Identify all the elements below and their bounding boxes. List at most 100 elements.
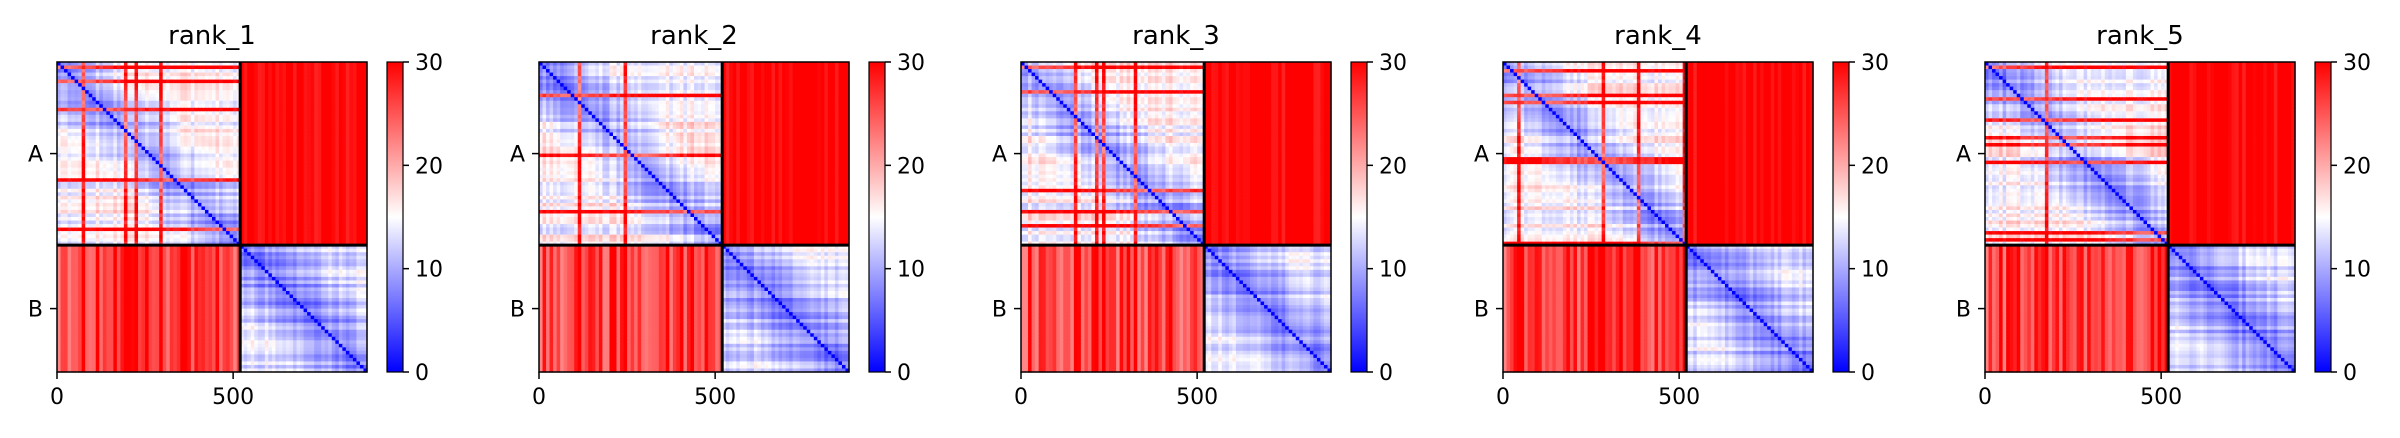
heatmap-cell — [187, 111, 191, 115]
heatmap-cell — [96, 108, 100, 112]
heatmap-cell — [120, 136, 124, 140]
heatmap-cell — [191, 122, 195, 126]
heatmap-cell — [275, 189, 279, 193]
heatmap-cell — [110, 80, 114, 84]
heatmap-cell — [346, 154, 350, 158]
heatmap-cell — [216, 90, 220, 94]
heatmap-cell — [205, 104, 209, 108]
heatmap-cell — [208, 104, 212, 108]
heatmap-cell — [205, 122, 209, 126]
heatmap-cell — [198, 143, 202, 147]
heatmap-cell — [219, 203, 223, 207]
heatmap-cell — [127, 147, 131, 151]
heatmap-cell — [342, 125, 346, 129]
heatmap-cell — [349, 147, 353, 151]
heatmap-cell — [156, 199, 160, 203]
heatmap-cell — [272, 69, 276, 73]
heatmap-cell — [314, 80, 318, 84]
heatmap-cell — [152, 108, 156, 112]
heatmap-cell — [247, 90, 251, 94]
heatmap-cell — [170, 125, 174, 129]
heatmap-cell — [226, 164, 230, 168]
heatmap-cell — [173, 199, 177, 203]
heatmap-cell — [297, 199, 301, 203]
heatmap-cell — [113, 175, 117, 179]
heatmap-cell — [156, 178, 160, 182]
heatmap-cell — [138, 118, 142, 122]
heatmap-cell — [286, 108, 290, 112]
heatmap-cell — [82, 196, 86, 200]
heatmap-cell — [282, 108, 286, 112]
heatmap-cell — [201, 168, 205, 172]
heatmap-cell — [89, 143, 93, 147]
heatmap-cell — [68, 157, 72, 161]
heatmap-cell — [233, 185, 237, 189]
heatmap-cell — [180, 66, 184, 70]
heatmap-cell — [272, 83, 276, 87]
heatmap-cell — [127, 66, 131, 70]
heatmap-cell — [89, 76, 93, 80]
heatmap-cell — [163, 143, 167, 147]
heatmap-cell — [265, 69, 269, 73]
heatmap-cell — [275, 196, 279, 200]
heatmap-cell — [233, 108, 237, 112]
heatmap-cell — [244, 206, 248, 210]
heatmap-cell — [89, 129, 93, 133]
heatmap-cell — [198, 210, 202, 214]
heatmap-cell — [113, 129, 117, 133]
heatmap-cell — [89, 206, 93, 210]
heatmap-cell — [261, 90, 265, 94]
heatmap-cell — [106, 69, 110, 73]
heatmap-cell — [191, 101, 195, 105]
heatmap-cell — [82, 108, 86, 112]
heatmap-cell — [96, 73, 100, 77]
heatmap-cell — [342, 171, 346, 175]
heatmap-cell — [307, 129, 311, 133]
heatmap-cell — [177, 73, 181, 77]
heatmap-cell — [135, 161, 139, 165]
heatmap-cell — [127, 83, 131, 87]
heatmap-cell — [216, 118, 220, 122]
heatmap-cell — [173, 164, 177, 168]
heatmap-cell — [272, 161, 276, 165]
heatmap-cell — [117, 129, 121, 133]
heatmap-cell — [92, 129, 96, 133]
heatmap-cell — [346, 108, 350, 112]
heatmap-cell — [226, 185, 230, 189]
heatmap-cell — [251, 76, 255, 80]
heatmap-cell — [335, 94, 339, 98]
heatmap-cell — [198, 66, 202, 70]
heatmap-cell — [300, 76, 304, 80]
heatmap-cell — [247, 196, 251, 200]
heatmap-cell — [279, 199, 283, 203]
heatmap-cell — [353, 143, 357, 147]
heatmap-cell — [92, 143, 96, 147]
heatmap-cell — [191, 175, 195, 179]
heatmap-cell — [208, 108, 212, 112]
heatmap-cell — [265, 83, 269, 87]
heatmap-cell — [194, 73, 198, 77]
heatmap-cell — [142, 189, 146, 193]
heatmap-cell — [265, 101, 269, 105]
heatmap-cell — [191, 108, 195, 112]
heatmap-cell — [156, 76, 160, 80]
heatmap-cell — [117, 80, 121, 84]
heatmap-cell — [85, 80, 89, 84]
heatmap-cell — [201, 122, 205, 126]
heatmap-cell — [356, 115, 360, 119]
heatmap-cell — [279, 182, 283, 186]
heatmap-cell — [78, 76, 82, 80]
heatmap-cell — [318, 189, 322, 193]
heatmap-cell — [159, 136, 163, 140]
heatmap-cell — [198, 118, 202, 122]
heatmap-cell — [325, 189, 329, 193]
heatmap-cell — [68, 189, 72, 193]
heatmap-cell — [268, 125, 272, 129]
heatmap-cell — [318, 125, 322, 129]
heatmap-cell — [244, 175, 248, 179]
heatmap-cell — [201, 143, 205, 147]
heatmap-cell — [92, 199, 96, 203]
heatmap-cell — [110, 97, 114, 101]
heatmap-cell — [138, 122, 142, 126]
heatmap-cell — [159, 196, 163, 200]
